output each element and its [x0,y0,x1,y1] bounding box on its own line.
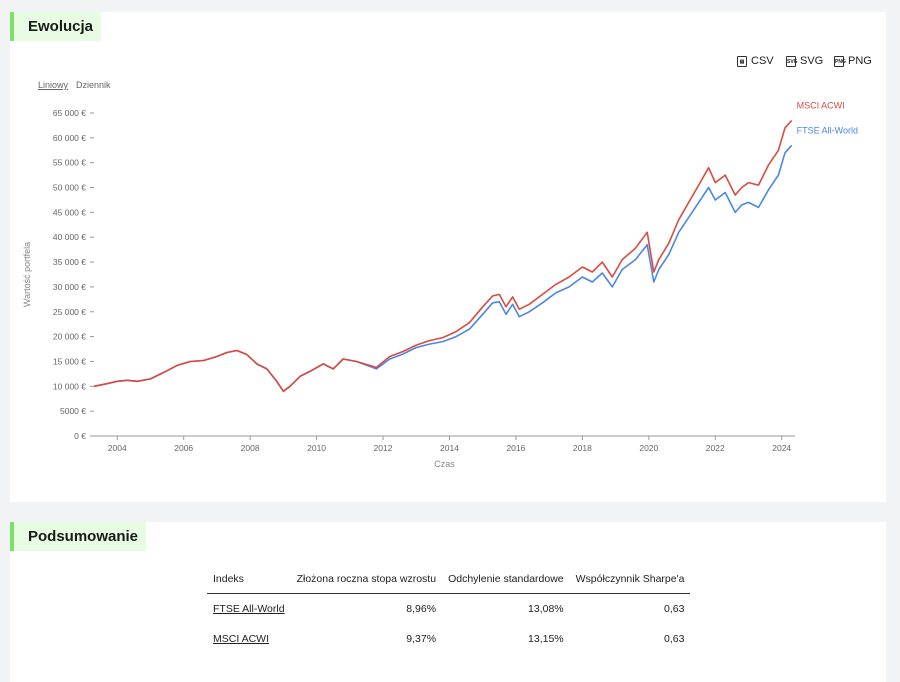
export-svg-label: SVG [800,55,824,67]
export-csv-label: CSV [751,55,774,67]
png-icon: PNG [834,55,846,67]
x-axis-label: Czas [434,459,455,469]
y-tick-label: 40 000 € [53,232,86,242]
export-csv-button[interactable]: ▤ CSV [737,55,774,67]
series-line-1 [93,119,793,393]
scale-linear-toggle[interactable]: Liniowy [38,80,69,90]
y-tick-label: 25 000 € [53,307,86,317]
export-png-button[interactable]: PNG PNG [834,55,872,67]
row-index-link[interactable]: MSCI ACWI [213,633,270,645]
y-axis-label: Wartość portfela [22,242,32,307]
y-tick-label: 20 000 € [53,332,86,342]
x-tick-label: 2020 [639,443,658,453]
csv-icon: ▤ [737,55,747,67]
y-tick-label: 60 000 € [53,133,86,143]
y-tick-label: 30 000 € [53,282,86,292]
col-cagr: Złożona roczna stopa wzrostu [290,569,443,594]
y-tick-label: 5000 € [60,406,86,416]
summary-header-row: Indeks Złożona roczna stopa wzrostu Odch… [207,569,691,594]
evolution-card: Ewolucja ▤ CSV SVG SVG PNG PNG Liniowy D… [10,12,886,502]
series-end-label: MSCI ACWI [797,100,845,110]
y-axis: 0 € 5000 € 10 000 € 15 000 € 20 000 € 25 000 … [53,108,94,441]
y-tick-label: 45 000 € [53,207,86,217]
col-index: Indeks [207,569,291,594]
row-sharpe: 0,63 [664,633,685,645]
summary-card: Podsumowanie Indeks Złożona roczna stopa… [10,522,886,682]
evolution-title: Ewolucja [10,12,102,41]
x-axis: 2004 2006 2008 2010 2012 2014 2016 2018 2020 2022… [94,435,795,453]
summary-table: Indeks Złożona roczna stopa wzrostu Odch… [207,569,691,654]
x-tick-label: 2016 [506,443,525,453]
row-cagr: 9,37% [406,633,437,645]
x-tick-label: 2022 [706,443,725,453]
export-svg-button[interactable]: SVG SVG [786,55,823,67]
portfolio-line-chart: 0 € 5000 € 10 000 € 15 000 € 20 000 € 25 000 … [22,100,858,469]
export-png-label: PNG [848,55,872,67]
series-lines: FTSE All-World MSCI ACWI [93,100,858,393]
x-tick-label: 2024 [772,443,791,453]
row-cagr: 8,96% [406,603,437,615]
x-tick-label: 2018 [573,443,592,453]
svg-icon: SVG [786,55,798,67]
scale-log-toggle[interactable]: Dziennik [76,80,111,90]
summary-title: Podsumowanie [10,522,147,551]
table-row: MSCI ACWI 9,37% 13,15% 0,63 [207,624,690,654]
row-stddev: 13,08% [528,603,564,615]
x-tick-label: 2014 [440,443,459,453]
table-row: FTSE All-World 8,96% 13,08% 0,63 [207,594,690,625]
y-tick-label: 10 000 € [53,381,86,391]
row-stddev: 13,15% [528,633,564,645]
y-tick-label: 0 € [74,431,86,441]
y-tick-label: 50 000 € [53,183,86,193]
x-tick-label: 2008 [241,443,260,453]
row-sharpe: 0,63 [664,603,685,615]
y-tick-label: 55 000 € [53,158,86,168]
series-end-label: FTSE All-World [797,125,858,135]
x-tick-label: 2010 [307,443,326,453]
col-stddev: Odchylenie standardowe [442,569,570,594]
col-sharpe: Współczynnik Sharpe'a [569,569,691,594]
series-line-0 [93,144,793,393]
x-tick-label: 2004 [108,443,127,453]
x-tick-label: 2012 [374,443,393,453]
row-index-link[interactable]: FTSE All-World [213,603,285,615]
y-tick-label: 15 000 € [53,356,86,366]
y-tick-label: 35 000 € [53,257,86,267]
x-tick-label: 2006 [174,443,193,453]
y-tick-label: 65 000 € [53,108,86,118]
